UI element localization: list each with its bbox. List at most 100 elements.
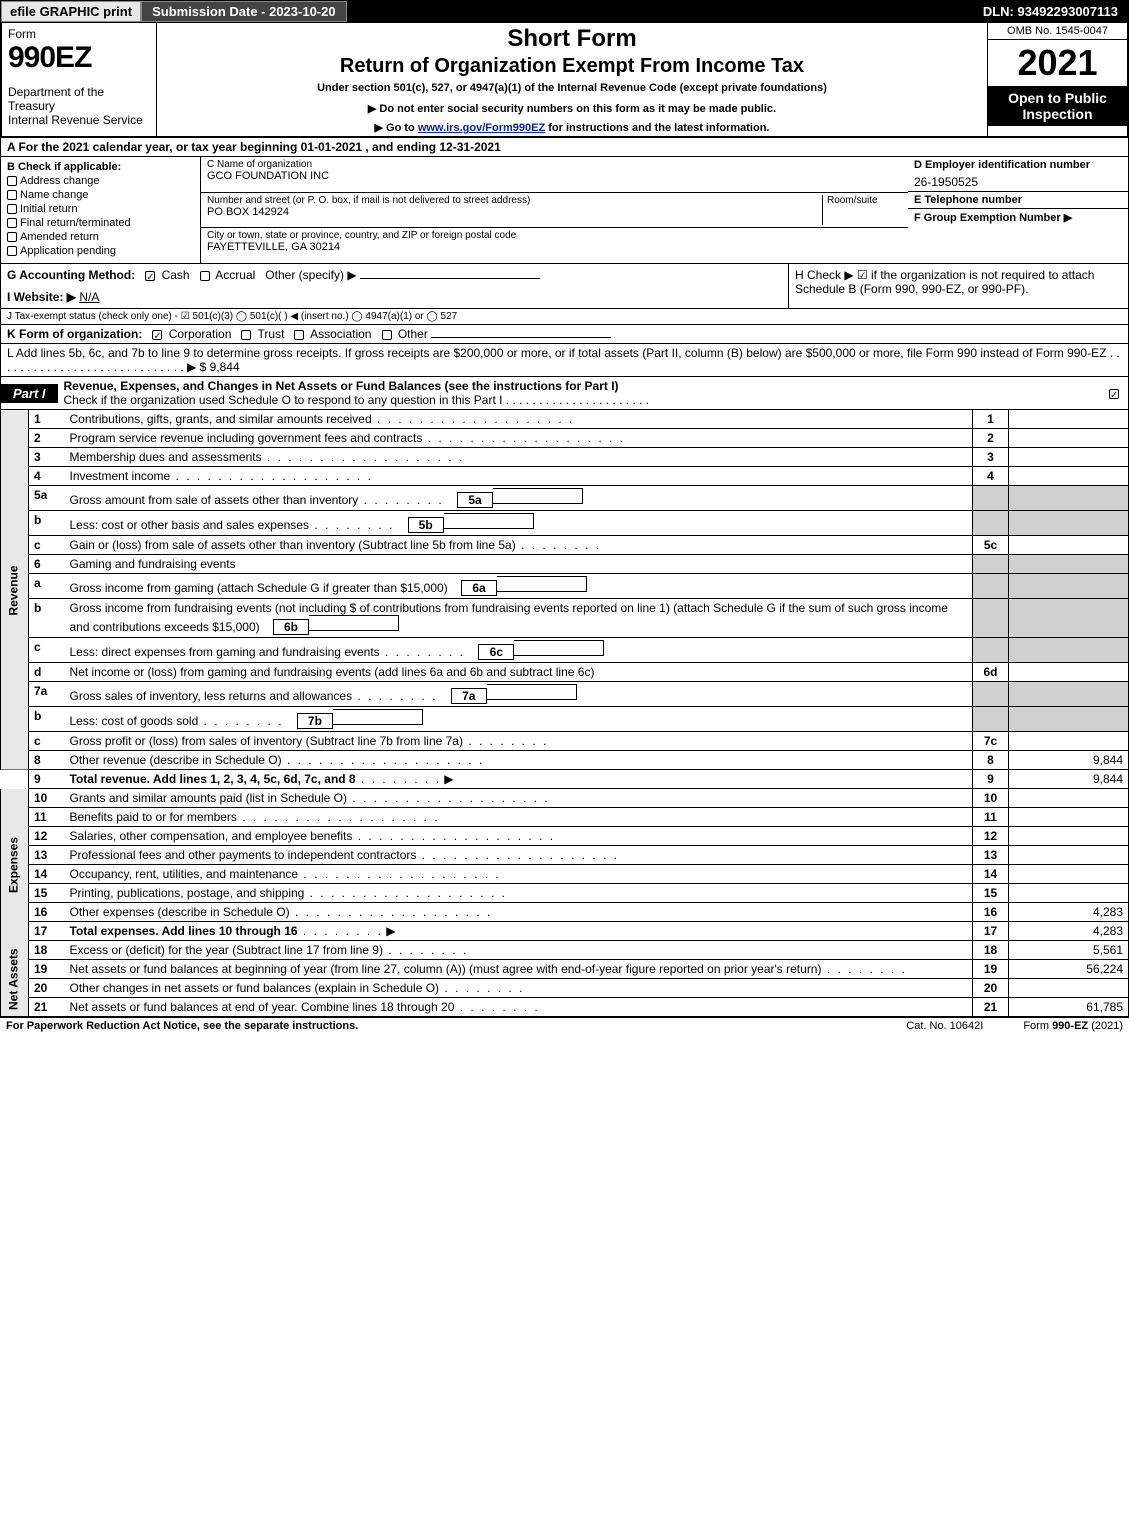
- checkbox-schedule-o[interactable]: [1109, 389, 1119, 399]
- org-name-label: C Name of organization: [207, 159, 902, 170]
- form-header: Form 990EZ Department of the Treasury In…: [0, 23, 1129, 138]
- group-exemption-label: F Group Exemption Number ▶: [908, 208, 1128, 263]
- gross-receipts-value: 9,844: [210, 360, 240, 374]
- footer-catalog: Cat. No. 10642I: [906, 1020, 983, 1032]
- donot-text: ▶ Do not enter social security numbers o…: [163, 102, 981, 115]
- line-8-amt: 9,844: [1009, 751, 1129, 770]
- footer-left: For Paperwork Reduction Act Notice, see …: [6, 1020, 358, 1032]
- ein-value: 26-1950525: [908, 173, 1128, 191]
- row-l-gross-receipts: L Add lines 5b, 6c, and 7b to line 9 to …: [0, 344, 1129, 377]
- line-6d-desc: Net income or (loss) from gaming and fun…: [65, 663, 973, 682]
- revenue-side-label: Revenue: [1, 410, 29, 770]
- checkbox-association[interactable]: [294, 330, 304, 340]
- part-1-table: Revenue 1Contributions, gifts, grants, a…: [0, 410, 1129, 1017]
- address-value: PO BOX 142924: [207, 206, 822, 218]
- checkbox-accrual[interactable]: [200, 271, 210, 281]
- top-bar: efile GRAPHIC print Submission Date - 20…: [0, 0, 1129, 23]
- line-19-amt: 56,224: [1009, 960, 1129, 979]
- other-specify-label: Other (specify) ▶: [265, 268, 356, 282]
- line-6-desc: Gaming and fundraising events: [65, 555, 973, 574]
- line-19-desc: Net assets or fund balances at beginning…: [65, 960, 973, 979]
- city-label: City or town, state or province, country…: [207, 230, 902, 241]
- short-form-title: Short Form: [163, 25, 981, 53]
- row-j-tax-exempt: J Tax-exempt status (check only one) - ☑…: [0, 309, 1129, 325]
- footer-form: Form 990-EZ (2021): [1023, 1020, 1123, 1032]
- telephone-label: E Telephone number: [908, 191, 1128, 208]
- efile-print-button[interactable]: efile GRAPHIC print: [1, 1, 141, 22]
- part-1-header: Part I Revenue, Expenses, and Changes in…: [0, 377, 1129, 410]
- row-h-text: H Check ▶ ☑ if the organization is not r…: [788, 264, 1128, 308]
- website-value: N/A: [79, 290, 99, 304]
- checkbox-amended-return[interactable]: Amended return: [7, 231, 194, 243]
- open-inspection-badge: Open to Public Inspection: [988, 86, 1127, 126]
- checkbox-trust[interactable]: [241, 330, 251, 340]
- section-c: C Name of organization GCO FOUNDATION IN…: [201, 157, 908, 263]
- part-1-check-text: Check if the organization used Schedule …: [64, 393, 650, 407]
- line-9-amt: 9,844: [1009, 770, 1129, 789]
- checkbox-other-org[interactable]: [382, 330, 392, 340]
- line-3-desc: Membership dues and assessments: [65, 448, 973, 467]
- return-title: Return of Organization Exempt From Incom…: [163, 55, 981, 78]
- line-18-amt: 5,561: [1009, 941, 1129, 960]
- line-4-desc: Investment income: [65, 467, 973, 486]
- org-name-value: GCO FOUNDATION INC: [207, 170, 902, 182]
- line-1-desc: Contributions, gifts, grants, and simila…: [65, 410, 973, 429]
- room-label: Room/suite: [827, 195, 902, 206]
- department-label: Department of the Treasury Internal Reve…: [8, 85, 150, 127]
- form-number: 990EZ: [8, 41, 150, 75]
- checkbox-cash[interactable]: [145, 271, 155, 281]
- line-17-amt: 4,283: [1009, 922, 1129, 941]
- line-7a-desc: Gross sales of inventory, less returns a…: [65, 682, 973, 707]
- header-left: Form 990EZ Department of the Treasury In…: [2, 23, 157, 136]
- line-18-desc: Excess or (deficit) for the year (Subtra…: [65, 941, 973, 960]
- line-1-amt: [1009, 410, 1129, 429]
- address-label: Number and street (or P. O. box, if mail…: [207, 195, 822, 206]
- ein-label: D Employer identification number: [908, 157, 1128, 173]
- goto-text: ▶ Go to www.irs.gov/Form990EZ for instru…: [163, 121, 981, 134]
- part-1-badge: Part I: [1, 384, 58, 403]
- section-b-title: B Check if applicable:: [7, 161, 121, 173]
- checkbox-final-return[interactable]: Final return/terminated: [7, 217, 194, 229]
- line-16-desc: Other expenses (describe in Schedule O): [65, 903, 973, 922]
- line-5c-desc: Gain or (loss) from sale of assets other…: [65, 536, 973, 555]
- tax-year: 2021: [988, 40, 1127, 86]
- section-b: B Check if applicable: Address change Na…: [1, 157, 201, 263]
- line-16-amt: 4,283: [1009, 903, 1129, 922]
- checkbox-corporation[interactable]: [152, 330, 162, 340]
- line-11-desc: Benefits paid to or for members: [65, 808, 973, 827]
- form-label: Form: [8, 27, 150, 41]
- line-5b-desc: Less: cost or other basis and sales expe…: [65, 511, 973, 536]
- under-section-text: Under section 501(c), 527, or 4947(a)(1)…: [163, 82, 981, 94]
- row-a-tax-year: A For the 2021 calendar year, or tax yea…: [0, 138, 1129, 157]
- line-6a-desc: Gross income from gaming (attach Schedul…: [65, 574, 973, 599]
- section-def: D Employer identification number 26-1950…: [908, 157, 1128, 263]
- header-right: OMB No. 1545-0047 2021 Open to Public In…: [987, 23, 1127, 136]
- line-21-desc: Net assets or fund balances at end of ye…: [65, 998, 973, 1017]
- row-gh: G Accounting Method: Cash Accrual Other …: [0, 264, 1129, 309]
- omb-number: OMB No. 1545-0047: [988, 23, 1127, 40]
- line-5a-desc: Gross amount from sale of assets other t…: [65, 486, 973, 511]
- part-1-desc: Revenue, Expenses, and Changes in Net As…: [64, 379, 619, 393]
- line-6b-desc: Gross income from fundraising events (no…: [65, 599, 973, 638]
- line-17-desc: Total expenses. Add lines 10 through 16: [65, 922, 973, 941]
- line-10-desc: Grants and similar amounts paid (list in…: [65, 789, 973, 808]
- line-7c-desc: Gross profit or (loss) from sales of inv…: [65, 732, 973, 751]
- page-footer: For Paperwork Reduction Act Notice, see …: [0, 1017, 1129, 1034]
- netassets-side-label: Net Assets: [1, 941, 29, 1017]
- goto-pre: ▶ Go to: [375, 122, 418, 134]
- expenses-side-label: Expenses: [1, 789, 29, 941]
- irs-link[interactable]: www.irs.gov/Form990EZ: [418, 122, 545, 134]
- line-7b-desc: Less: cost of goods sold 7b: [65, 707, 973, 732]
- checkbox-application-pending[interactable]: Application pending: [7, 245, 194, 257]
- line-6c-desc: Less: direct expenses from gaming and fu…: [65, 638, 973, 663]
- line-13-desc: Professional fees and other payments to …: [65, 846, 973, 865]
- line-20-desc: Other changes in net assets or fund bala…: [65, 979, 973, 998]
- city-value: FAYETTEVILLE, GA 30214: [207, 241, 902, 253]
- line-2-desc: Program service revenue including govern…: [65, 429, 973, 448]
- line-9-desc: Total revenue. Add lines 1, 2, 3, 4, 5c,…: [65, 770, 973, 789]
- checkbox-name-change[interactable]: Name change: [7, 189, 194, 201]
- identity-block: B Check if applicable: Address change Na…: [0, 157, 1129, 264]
- checkbox-address-change[interactable]: Address change: [7, 175, 194, 187]
- line-12-desc: Salaries, other compensation, and employ…: [65, 827, 973, 846]
- checkbox-initial-return[interactable]: Initial return: [7, 203, 194, 215]
